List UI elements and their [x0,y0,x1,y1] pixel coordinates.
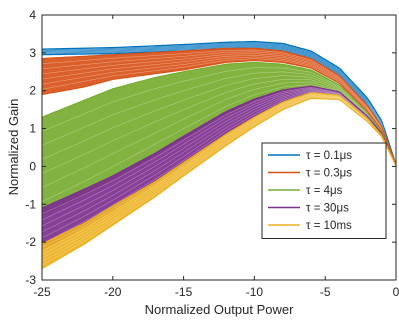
series-fill [42,48,396,166]
series-trace [41,46,397,166]
x-tick-label: -5 [320,285,331,299]
series-lower-line [41,59,397,166]
y-tick-label: 3 [29,46,36,60]
series-trace [41,81,397,188]
legend: τ = 0.1μs τ = 0.3μs τ = 4μs τ = 30μs τ = 10m… [261,142,387,239]
series-trace [41,54,397,166]
legend-label: τ = 0.3μs [306,168,352,180]
series-trace [41,71,397,166]
legend-label: τ = 0.1μs [306,150,352,162]
series-band-0 [41,40,397,166]
series-trace [41,75,397,166]
x-tick-label: -15 [175,285,193,299]
series-trace [41,44,397,166]
series-trace [41,97,397,266]
series-band-4 [41,92,397,270]
series-trace [41,45,397,166]
series-trace [41,87,397,221]
series-trace [41,94,397,252]
series-bands [41,40,397,270]
series-trace [41,89,397,233]
series-trace [41,58,397,166]
series-trace [41,53,397,166]
series-trace [41,95,397,259]
series-trace [41,56,397,166]
series-upper-line [41,40,397,165]
legend-label: τ = 30μs [306,203,349,215]
series-fill [42,86,396,250]
y-axis-label: Normalized Gain [6,99,21,196]
series-upper-line [41,85,397,209]
plot-frame [41,14,397,281]
series-band-1 [41,47,397,166]
legend-label: τ = 10ms [306,220,352,232]
series-upper-line [41,61,397,166]
series-trace [41,96,397,262]
series-trace [41,90,397,239]
y-tick-label: -2 [25,235,36,249]
series-upper-line [41,47,397,165]
series-fill [42,62,396,216]
x-tick-label: -20 [104,285,122,299]
x-axis-label: Normalized Output Power [145,302,295,317]
legend-label: τ = 4μs [306,185,343,197]
y-tick-label: 0 [29,159,36,173]
series-trace [41,42,397,165]
series-lower-line [41,97,397,270]
y-tick-label: 4 [29,8,36,22]
series-trace [41,88,397,227]
axes [41,14,397,281]
x-tick-label: -25 [33,285,51,299]
y-tick-label: -3 [25,273,36,287]
x-tick-label: 0 [393,285,399,299]
series-trace [41,49,397,165]
series-trace [41,79,397,174]
y-tick-label: 2 [29,84,36,98]
series-trace [41,94,397,255]
series-trace [41,51,397,165]
series-trace [41,43,397,165]
y-tick-label: -1 [25,197,36,211]
y-tick-label: 1 [29,122,36,136]
x-tick-label: -10 [246,285,264,299]
series-upper-line [41,92,397,245]
series-trace [41,67,397,166]
